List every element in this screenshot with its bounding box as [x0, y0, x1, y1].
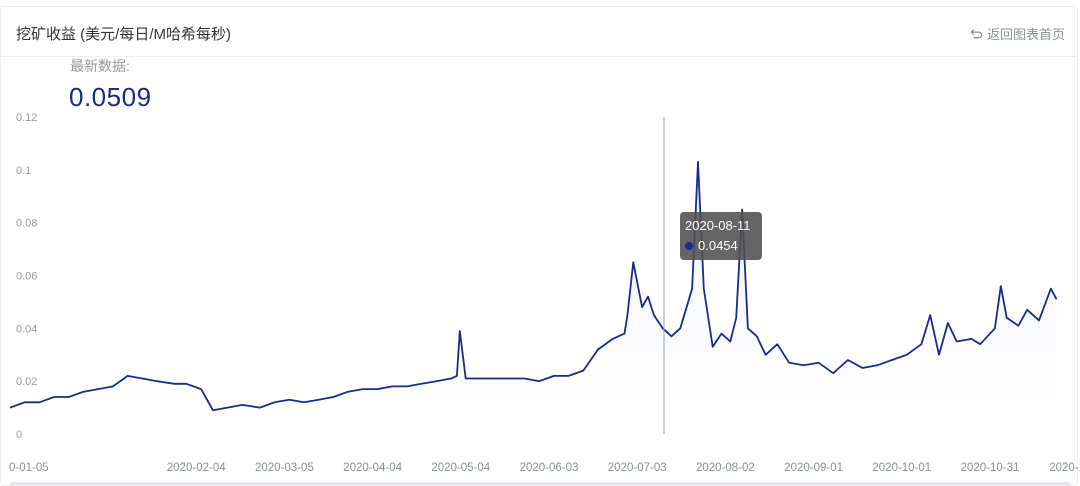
y-tick-label: 0.04 [16, 323, 37, 335]
y-tick-label: 0 [16, 429, 22, 441]
chart-title: 挖矿收益 (美元/每日/M哈希每秒) [16, 26, 231, 43]
chart-zoom-scrollbar[interactable] [10, 482, 1070, 486]
series-dot-icon [685, 241, 693, 250]
x-tick-label: 2020-05-04 [431, 462, 490, 474]
x-tick-label: 2020-08-02 [696, 462, 755, 474]
y-tick-label: 0.12 [16, 112, 37, 124]
return-arrow-icon [970, 29, 983, 39]
y-tick-label: 0.1 [16, 165, 31, 177]
x-tick-label: 2020-04-04 [343, 462, 402, 474]
y-tick-label: 0.08 [16, 218, 37, 230]
chart-tooltip: 2020-08-11 0.0454 [680, 212, 762, 260]
back-link-label: 返回图表首页 [986, 27, 1065, 42]
x-tick-label: 2020-11-30 [1049, 462, 1080, 474]
card-header: 挖矿收益 (美元/每日/M哈希每秒) 返回图表首页 [1, 7, 1077, 57]
x-tick-label: 2020-10-31 [961, 462, 1020, 474]
latest-data-label: 最新数据: [70, 58, 130, 74]
x-tick-label: 2020-02-04 [167, 462, 226, 474]
tooltip-value: 0.0454 [698, 238, 738, 253]
tooltip-date: 2020-08-11 [685, 218, 751, 233]
x-tick-label: 2020-07-03 [608, 462, 667, 474]
latest-data-value: 0.0509 [69, 82, 152, 112]
back-to-charts-link[interactable]: 返回图表首页 [970, 24, 1065, 43]
x-tick-label: 0-01-05 [9, 462, 49, 474]
x-tick-label: 2020-10-01 [872, 462, 931, 474]
y-tick-label: 0.02 [16, 376, 37, 388]
x-tick-label: 2020-03-05 [255, 462, 314, 474]
x-tick-label: 2020-09-01 [784, 462, 843, 474]
series-area [10, 161, 1057, 434]
x-tick-label: 2020-06-03 [520, 462, 579, 474]
series-line [9, 161, 1058, 412]
y-tick-label: 0.06 [16, 271, 37, 283]
